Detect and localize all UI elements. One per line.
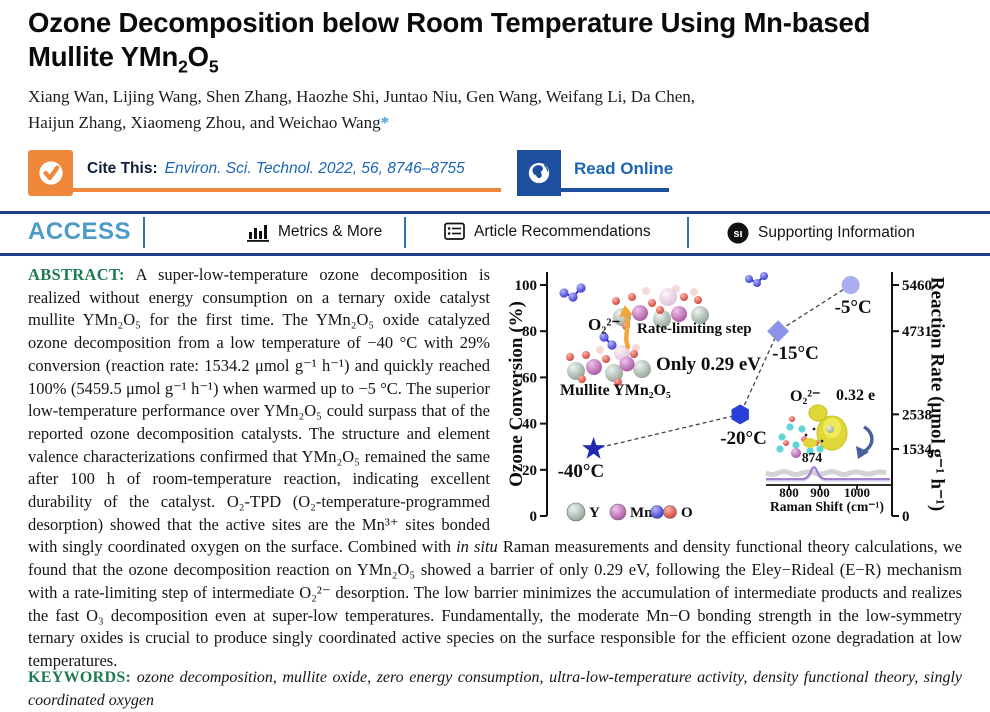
abstract-paragraph: ABSTRACT: A super-low-temperature ozone … — [28, 264, 962, 673]
page-title: Ozone Decomposition below Room Temperatu… — [28, 6, 968, 84]
authors-line1: Xiang Wan, Lijing Wang, Shen Zhang, Haoz… — [28, 87, 696, 106]
authors-line2: Haijun Zhang, Xiaomeng Zhou, and Weichao… — [28, 113, 381, 132]
svg-text:O: O — [681, 505, 693, 521]
cite-body: Cite This: Environ. Sci. Technol. 2022, … — [73, 150, 501, 192]
crystal-structure-mid — [566, 332, 651, 386]
svg-text:1534: 1534 — [902, 442, 933, 458]
ozone-molecule-icon — [559, 283, 586, 302]
inset-peroxide-annotation: O₂²⁻ — [790, 388, 821, 405]
rate-limiting-arrow — [619, 305, 633, 350]
abstract-text-2: Raman measurements and density functiona… — [28, 537, 962, 670]
author-list: Xiang Wan, Lijing Wang, Shen Zhang, Haoz… — [28, 84, 968, 136]
title-line2: Mullite YMn2O5 — [28, 41, 219, 77]
bottom-divider — [0, 253, 990, 256]
chart-point-label: -5°C — [834, 297, 872, 318]
abstract-in-situ: in situ — [456, 537, 498, 557]
top-divider — [0, 211, 990, 214]
rate-limiting-annotation: Rate-limiting step — [637, 321, 752, 337]
chart-point-label: -40°C — [557, 461, 605, 482]
material-annotation: Mullite YMn₂O₅ — [560, 382, 671, 399]
raman-tick-1000: 1000 — [844, 485, 870, 500]
svg-text:20: 20 — [522, 463, 537, 479]
raman-peak-label: 874 — [801, 450, 823, 465]
cite-this-bar: Cite This: Environ. Sci. Technol. 2022, … — [28, 150, 501, 196]
svg-text:5460: 5460 — [902, 278, 932, 294]
metrics-label: Metrics & More — [278, 223, 383, 240]
bar-chart-icon — [247, 225, 269, 242]
citation-reference-link[interactable]: Environ. Sci. Technol. 2022, 56, 8746–87… — [164, 160, 465, 177]
separator-1 — [143, 217, 145, 248]
abstract-text-1: A super-low-temperature ozone decomposit… — [28, 265, 490, 557]
svg-text:2538: 2538 — [902, 407, 932, 423]
charge-transfer-annotation: 0.32 e — [836, 387, 876, 404]
read-online-button[interactable]: Read Online — [517, 150, 673, 196]
svg-text:4731: 4731 — [902, 324, 932, 340]
svg-text:40: 40 — [522, 417, 537, 433]
svg-text:sı: sı — [733, 228, 742, 240]
svg-text:60: 60 — [522, 370, 537, 386]
raman-inset — [764, 466, 892, 490]
read-online-body: Read Online — [561, 150, 673, 192]
abstract-heading: ABSTRACT: — [28, 265, 125, 284]
cite-check-icon — [28, 150, 73, 196]
checkmark-icon — [38, 161, 63, 185]
peroxide-annotation: O₂²⁻ — [588, 315, 621, 334]
corresponding-author-asterisk: * — [380, 113, 390, 132]
raman-axis-label: Raman Shift (cm⁻¹) — [770, 499, 884, 514]
svg-text:Y: Y — [589, 505, 600, 521]
svg-text:80: 80 — [522, 324, 537, 340]
svg-text:0: 0 — [530, 509, 538, 525]
title-line1: Ozone Decomposition below Room Temperatu… — [28, 7, 871, 38]
read-online-label: Read Online — [574, 159, 674, 178]
recommendations-label: Article Recommendations — [474, 222, 651, 240]
metrics-and-more-item[interactable]: Metrics & More — [247, 222, 382, 242]
article-recommendations-item[interactable]: Article Recommendations — [444, 222, 651, 241]
separator-3 — [687, 217, 689, 248]
abstract-section: 0 20 40 60 80 100 0 1534 2538 4731 5460 Y Mn O Ozone … — [28, 263, 962, 673]
svg-text:Mn: Mn — [630, 505, 653, 521]
separator-2 — [404, 217, 406, 248]
globe-icon — [517, 150, 561, 196]
chart-point-label: -15°C — [772, 343, 819, 365]
chart-point-label: -20°C — [720, 428, 767, 450]
access-link[interactable]: ACCESS — [28, 218, 132, 245]
keywords-heading: KEYWORDS: — [28, 669, 132, 686]
cite-this-label: Cite This: — [87, 160, 158, 177]
left-axis-title: Ozone Conversion (%) — [506, 301, 527, 487]
raman-tick-900: 900 — [810, 485, 830, 500]
graphical-abstract-figure: 0 20 40 60 80 100 0 1534 2538 4731 5460 Y Mn O Ozone … — [504, 263, 962, 525]
supporting-label: Supporting Information — [758, 224, 915, 241]
keywords-section: KEYWORDS: ozone decomposition, mullite o… — [28, 667, 962, 712]
si-badge-icon: sı — [727, 222, 749, 244]
right-axis-title: Reaction Rate (μmol g⁻¹ h⁻¹) — [926, 276, 948, 512]
keywords-text: ozone decomposition, mullite oxide, zero… — [28, 669, 962, 709]
charge-density-cluster — [776, 404, 874, 459]
ozone-molecule-icon — [745, 272, 768, 287]
raman-tick-800: 800 — [779, 485, 799, 500]
supporting-information-item[interactable]: sı Supporting Information — [727, 222, 915, 244]
article-icon — [444, 222, 465, 240]
svg-text:100: 100 — [515, 278, 538, 294]
svg-text:0: 0 — [902, 509, 910, 525]
barrier-annotation: Only 0.29 eV — [656, 354, 762, 375]
